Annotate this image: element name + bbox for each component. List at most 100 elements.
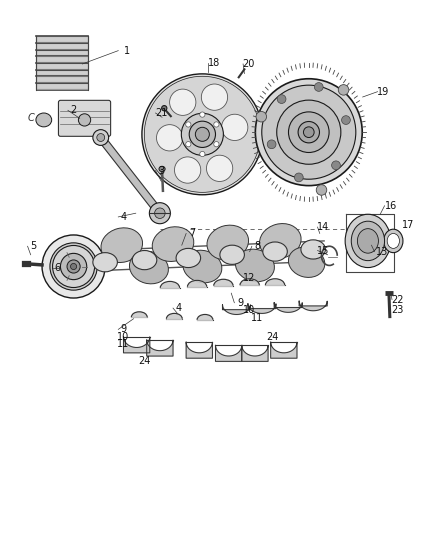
Circle shape — [53, 246, 95, 287]
Text: 24: 24 — [266, 332, 279, 342]
Ellipse shape — [152, 227, 194, 262]
Circle shape — [255, 79, 362, 185]
Ellipse shape — [207, 225, 248, 260]
Circle shape — [145, 76, 260, 192]
Polygon shape — [265, 279, 285, 285]
Polygon shape — [214, 279, 233, 286]
Text: 2: 2 — [71, 106, 77, 115]
Text: 5: 5 — [30, 241, 36, 251]
Text: 3: 3 — [158, 166, 164, 175]
Ellipse shape — [183, 250, 222, 283]
Text: 8: 8 — [254, 241, 261, 251]
Polygon shape — [36, 63, 88, 69]
Ellipse shape — [36, 113, 52, 127]
Circle shape — [267, 140, 276, 149]
Circle shape — [181, 114, 223, 155]
Circle shape — [277, 95, 286, 103]
Text: C: C — [27, 114, 34, 123]
Text: 1: 1 — [124, 46, 130, 55]
Text: 11: 11 — [251, 313, 264, 322]
Text: 19: 19 — [377, 87, 389, 96]
Polygon shape — [36, 70, 88, 75]
Polygon shape — [131, 312, 147, 317]
Text: 18: 18 — [208, 58, 220, 68]
Circle shape — [186, 142, 191, 147]
Text: 17: 17 — [402, 220, 414, 230]
Circle shape — [200, 151, 205, 157]
Polygon shape — [248, 304, 276, 313]
Circle shape — [149, 203, 170, 224]
Ellipse shape — [260, 223, 301, 259]
Ellipse shape — [93, 253, 117, 272]
Polygon shape — [36, 50, 88, 55]
Polygon shape — [223, 305, 251, 314]
Circle shape — [214, 122, 219, 127]
Circle shape — [162, 106, 167, 111]
Circle shape — [256, 111, 267, 122]
Text: 21: 21 — [155, 108, 167, 118]
Circle shape — [189, 121, 215, 148]
Text: 9: 9 — [120, 325, 127, 334]
Circle shape — [71, 263, 77, 270]
Polygon shape — [186, 342, 212, 358]
Ellipse shape — [130, 251, 168, 284]
Ellipse shape — [101, 228, 142, 263]
Text: 7: 7 — [189, 229, 195, 238]
Polygon shape — [197, 314, 213, 320]
Circle shape — [338, 85, 349, 95]
Ellipse shape — [357, 229, 378, 253]
Ellipse shape — [220, 245, 244, 264]
Circle shape — [78, 114, 91, 126]
Polygon shape — [147, 340, 173, 356]
Text: 20: 20 — [243, 59, 255, 69]
Circle shape — [289, 112, 329, 152]
Polygon shape — [36, 76, 88, 82]
Circle shape — [342, 116, 350, 124]
Text: 24: 24 — [138, 357, 151, 366]
Polygon shape — [36, 36, 88, 42]
Circle shape — [304, 127, 314, 138]
Text: 14: 14 — [317, 222, 329, 232]
Circle shape — [156, 125, 183, 151]
Polygon shape — [160, 281, 180, 288]
Ellipse shape — [159, 166, 165, 172]
Text: 12: 12 — [243, 273, 255, 283]
Polygon shape — [274, 303, 302, 312]
Polygon shape — [242, 345, 268, 361]
Text: 6: 6 — [55, 263, 61, 272]
Polygon shape — [187, 280, 207, 287]
Circle shape — [93, 130, 109, 146]
Ellipse shape — [288, 247, 325, 277]
Text: 22: 22 — [392, 295, 404, 304]
Circle shape — [60, 253, 87, 280]
Text: 4: 4 — [120, 212, 127, 222]
Polygon shape — [299, 301, 327, 311]
Circle shape — [195, 127, 209, 141]
Circle shape — [262, 85, 356, 179]
Ellipse shape — [351, 221, 385, 261]
Ellipse shape — [387, 233, 399, 248]
Circle shape — [200, 112, 205, 117]
Text: 13: 13 — [376, 247, 388, 256]
Text: 9: 9 — [237, 298, 243, 308]
Circle shape — [316, 185, 327, 195]
Text: 4: 4 — [176, 303, 182, 313]
Polygon shape — [98, 134, 162, 216]
Polygon shape — [166, 313, 182, 319]
FancyBboxPatch shape — [58, 100, 111, 136]
Ellipse shape — [236, 249, 274, 282]
Circle shape — [142, 74, 263, 195]
Text: 10: 10 — [243, 305, 255, 315]
Circle shape — [170, 89, 196, 115]
Circle shape — [214, 142, 219, 147]
Circle shape — [332, 161, 340, 169]
Circle shape — [50, 243, 97, 290]
Polygon shape — [271, 342, 297, 358]
Ellipse shape — [345, 214, 391, 268]
Circle shape — [314, 83, 323, 91]
Polygon shape — [36, 43, 88, 49]
Circle shape — [42, 235, 105, 298]
Circle shape — [155, 208, 165, 219]
Circle shape — [186, 122, 191, 127]
Polygon shape — [124, 337, 150, 353]
